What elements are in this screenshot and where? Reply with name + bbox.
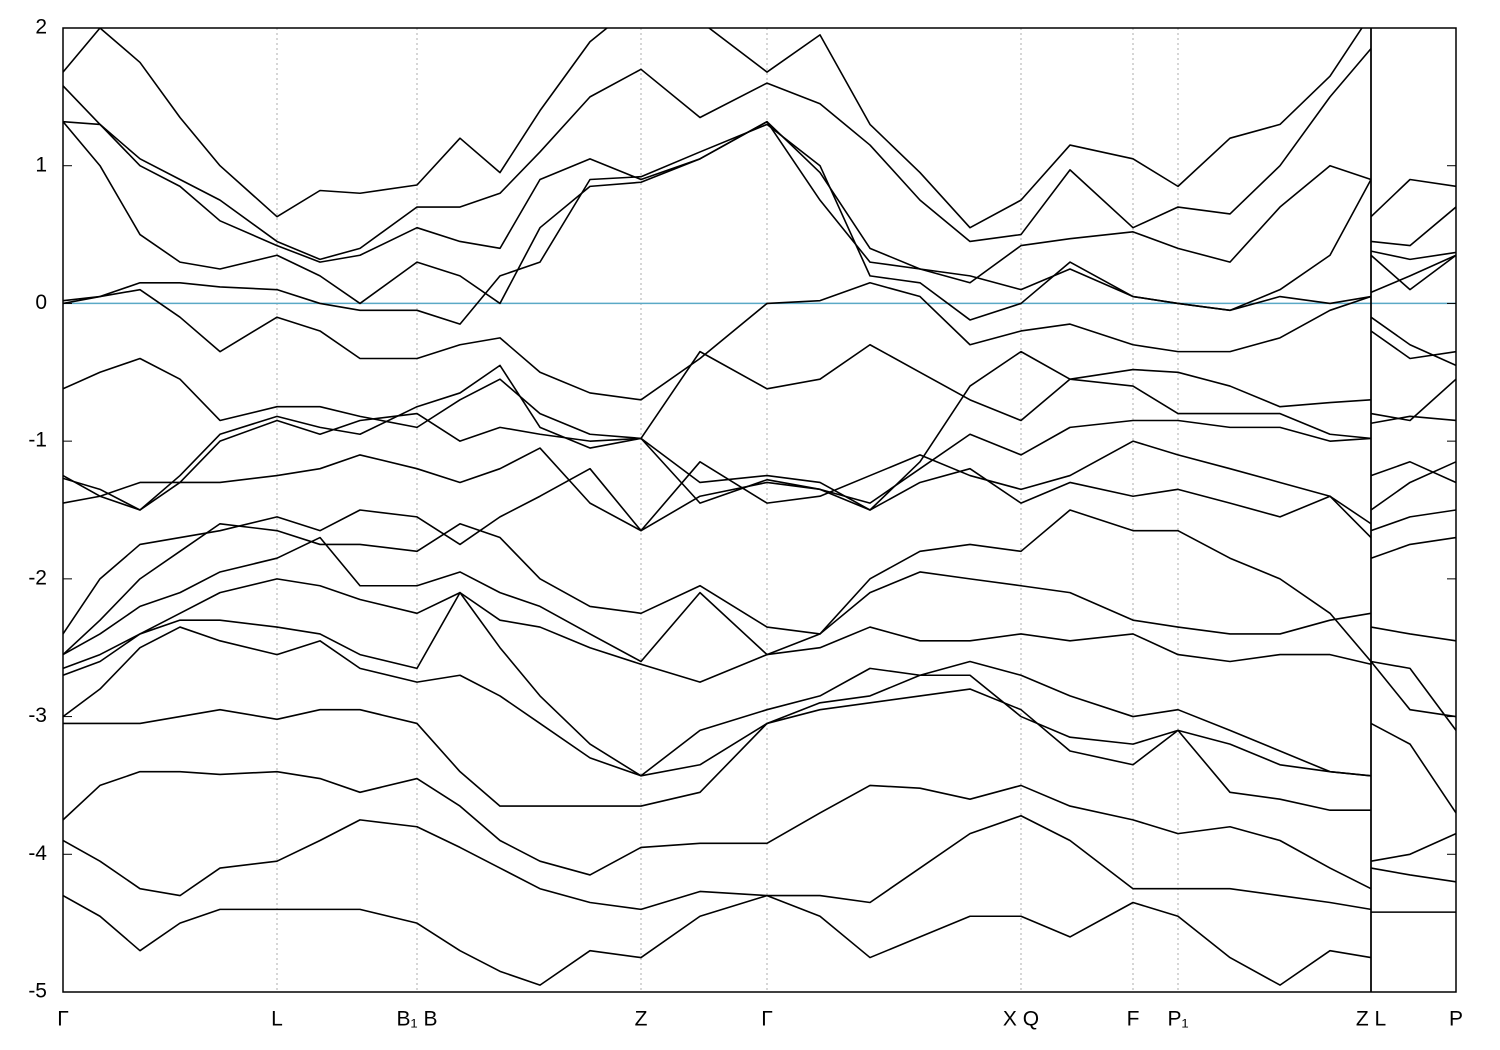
plot-frame <box>62 27 1457 993</box>
band-line <box>63 123 1456 325</box>
plot-area <box>63 28 1456 992</box>
x-tick-label: Z L <box>1356 1008 1386 1031</box>
band-line <box>63 461 1456 635</box>
band-line <box>63 626 1456 777</box>
x-tick-label: Z <box>635 1008 648 1031</box>
band-line <box>63 330 1456 440</box>
x-tick-label: B₁ B <box>397 1008 438 1031</box>
y-tick-label: -2 <box>28 566 47 589</box>
band-line <box>63 28 1456 229</box>
x-tick-label: Γ <box>761 1008 773 1031</box>
band-line <box>63 536 1456 663</box>
band-line <box>63 509 1456 663</box>
band-line <box>63 770 1456 890</box>
band-line <box>63 48 1456 261</box>
band-line <box>63 120 1456 284</box>
band-line <box>63 281 1456 401</box>
band-line <box>63 814 1456 911</box>
band-line <box>63 674 1456 814</box>
x-tick-label: P₁ <box>1167 1008 1188 1031</box>
x-tick-label: X Q <box>1003 1008 1039 1031</box>
y-tick-label: -5 <box>28 980 47 1003</box>
y-tick-label: 1 <box>35 153 47 176</box>
y-tick-label: -3 <box>28 704 47 727</box>
band-line <box>63 894 1456 986</box>
band-line <box>63 120 1456 312</box>
band-line <box>63 578 1456 683</box>
x-tick-label: Γ <box>57 1008 69 1031</box>
band-line <box>63 412 1456 511</box>
y-tick-label: 2 <box>35 16 47 39</box>
x-tick-label: F <box>1127 1008 1140 1031</box>
x-tick-label: P <box>1449 1008 1463 1031</box>
x-tick-label: L <box>271 1008 283 1031</box>
band-line <box>63 440 1456 539</box>
y-tick-label: -1 <box>28 429 47 452</box>
y-tick-label: -4 <box>28 842 47 865</box>
y-tick-label: 0 <box>35 291 47 314</box>
band-line <box>63 350 1456 511</box>
band-line <box>63 591 1456 777</box>
